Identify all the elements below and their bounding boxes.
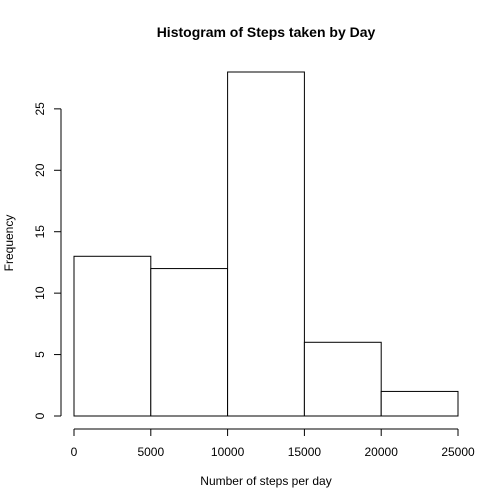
- y-axis-label: Frequency: [2, 215, 16, 272]
- y-tick-label-0: 0: [33, 412, 47, 419]
- x-axis-label: Number of steps per day: [200, 474, 331, 488]
- y-tick-label-4: 20: [33, 163, 47, 177]
- x-tick-label-1: 5000: [137, 445, 164, 459]
- y-tick-label-5: 25: [33, 102, 47, 116]
- x-tick-label-5: 25000: [441, 445, 475, 459]
- histogram-bar-2: [227, 71, 305, 417]
- x-tick-label-4: 20000: [365, 445, 399, 459]
- y-tick-label-2: 10: [33, 286, 47, 300]
- y-tick-label-3: 15: [33, 225, 47, 239]
- histogram-bar-1: [150, 268, 229, 417]
- y-tick-label-1: 5: [33, 351, 47, 358]
- y-axis: 0 5 10 15 20 25: [33, 102, 62, 419]
- histogram-bar-0: [73, 255, 152, 417]
- x-tick-label-3: 15000: [288, 445, 322, 459]
- chart-title: Histogram of Steps taken by Day: [157, 24, 376, 40]
- histogram-bar-3: [303, 341, 382, 417]
- x-tick-label-0: 0: [71, 445, 78, 459]
- x-tick-label-2: 10000: [211, 445, 245, 459]
- x-axis: 0 5000 10000 15000 20000 25000: [71, 428, 475, 459]
- histogram-bar-4: [380, 390, 459, 417]
- bars-group: [73, 71, 459, 417]
